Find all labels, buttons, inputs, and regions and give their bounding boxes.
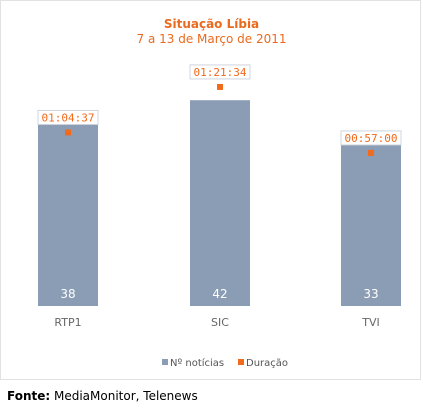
source-note: Fonte: MediaMonitor, Telenews [7, 389, 198, 403]
duration-marker [217, 83, 223, 90]
duration-label: 01:04:37 [42, 111, 95, 124]
bar-rtp1 [38, 119, 98, 306]
bar-chart: 38 01:04:37 RTP1 42 01:21:34 SIC 33 00:57:00 TVI… [37, 64, 402, 369]
x-tick-label: RTP1 [54, 316, 81, 329]
duration-marker [65, 129, 71, 136]
chart-title: Situação Líbia [163, 17, 260, 31]
bar-tvi [341, 144, 401, 306]
x-tick-label: TVI [361, 316, 380, 329]
source-text: MediaMonitor, Telenews [50, 389, 198, 403]
duration-marker [368, 149, 374, 156]
bar-value-label: 42 [212, 287, 227, 301]
legend-swatch-duracao [238, 359, 244, 365]
duration-label-box [189, 64, 251, 80]
source-label: Fonte: [7, 389, 51, 403]
chart-subtitle: 7 a 13 de Março de 2011 [136, 32, 287, 46]
duration-label-box [340, 130, 402, 146]
bar-value-label: 38 [60, 287, 75, 301]
duration-label-box [37, 109, 99, 125]
x-tick-label: SIC [211, 316, 229, 329]
legend-label-duracao: Duração [246, 358, 288, 369]
legend-label-noticias: Nº notícias [170, 357, 224, 369]
bar-value-label: 33 [363, 287, 378, 301]
bar-sic [190, 100, 250, 306]
duration-label: 00:57:00 [345, 132, 398, 145]
legend-swatch-noticias [162, 359, 168, 365]
duration-label: 01:21:34 [194, 66, 247, 79]
